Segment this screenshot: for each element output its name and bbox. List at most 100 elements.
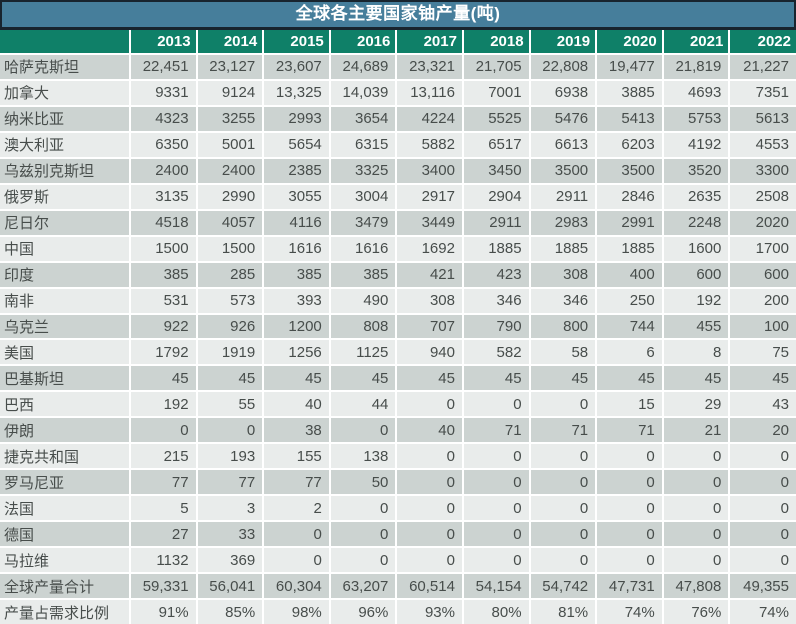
value-cell: 80%: [461, 598, 531, 624]
table-row: 南非 531 573 393 490 308 346 346 250 192 200: [0, 286, 796, 315]
value-cell: 85%: [195, 598, 265, 624]
value-cell: 2983: [528, 208, 598, 237]
value-cell: 0: [528, 468, 598, 497]
value-cell: 0: [728, 442, 796, 471]
value-cell: 2911: [528, 182, 598, 211]
row-label-cell: 伊朗: [0, 416, 131, 445]
value-cell: 15: [595, 390, 664, 419]
value-cell: 2993: [262, 104, 331, 133]
table-row: 乌兹别克斯坦 2400 2400 2385 3325 3400 3450 3500 3500 35…: [0, 156, 796, 185]
value-cell: 0: [395, 468, 464, 497]
row-label-cell: 印度: [0, 260, 131, 289]
value-cell: 56,041: [195, 572, 265, 601]
value-cell: 0: [461, 468, 531, 497]
row-label-cell: 乌兹别克斯坦: [0, 156, 131, 185]
value-cell: 5001: [195, 130, 265, 159]
value-cell: 385: [328, 260, 398, 289]
value-cell: 6350: [129, 130, 198, 159]
value-cell: 3004: [328, 182, 398, 211]
value-cell: 3135: [129, 182, 198, 211]
value-cell: 59,331: [129, 572, 198, 601]
value-cell: 6315: [328, 130, 398, 159]
value-cell: 155: [262, 442, 331, 471]
value-cell: 3479: [328, 208, 398, 237]
value-cell: 0: [661, 520, 731, 549]
table-row: 罗马尼亚 77 77 77 50 0 0 0 0 0 0: [0, 468, 796, 497]
value-cell: 0: [528, 390, 598, 419]
value-cell: 0: [528, 494, 598, 523]
table-row: 巴基斯坦 45 45 45 45 45 45 45 45 45 45: [0, 364, 796, 393]
value-cell: 193: [195, 442, 265, 471]
value-cell: 0: [595, 468, 664, 497]
value-cell: 1500: [195, 234, 265, 263]
value-cell: 3255: [195, 104, 265, 133]
value-cell: 21,227: [728, 53, 796, 81]
value-cell: 0: [661, 546, 731, 575]
table-header: 2013 2014 2015 2016 2017 2018 2019 2020 2021 2022: [0, 30, 796, 55]
value-cell: 0: [728, 546, 796, 575]
value-cell: 54,154: [461, 572, 531, 601]
value-cell: 1885: [528, 234, 598, 263]
table-row: 马拉维 1132 369 0 0 0 0 0 0 0 0: [0, 546, 796, 575]
value-cell: 1885: [461, 234, 531, 263]
value-cell: 3449: [395, 208, 464, 237]
value-cell: 1125: [328, 338, 398, 367]
value-cell: 3520: [661, 156, 731, 185]
value-cell: 0: [395, 520, 464, 549]
value-cell: 22,451: [129, 53, 198, 81]
row-label-cell: 全球产量合计: [0, 572, 131, 601]
table-row: 捷克共和国 215 193 155 138 0 0 0 0 0 0: [0, 442, 796, 471]
year-header: 2020: [595, 30, 664, 55]
value-cell: 45: [461, 364, 531, 393]
value-cell: 3500: [595, 156, 664, 185]
value-cell: 71: [528, 416, 598, 445]
value-cell: 91%: [129, 598, 198, 624]
value-cell: 3055: [262, 182, 331, 211]
value-cell: 531: [129, 286, 198, 315]
value-cell: 4693: [661, 78, 731, 107]
value-cell: 93%: [395, 598, 464, 624]
value-cell: 393: [262, 286, 331, 315]
value-cell: 455: [661, 312, 731, 341]
value-cell: 60,514: [395, 572, 464, 601]
value-cell: 744: [595, 312, 664, 341]
value-cell: 3500: [528, 156, 598, 185]
value-cell: 58: [528, 338, 598, 367]
value-cell: 47,808: [661, 572, 731, 601]
table-row: 法国 5 3 2 0 0 0 0 0 0 0: [0, 494, 796, 523]
value-cell: 308: [528, 260, 598, 289]
value-cell: 800: [528, 312, 598, 341]
value-cell: 45: [328, 364, 398, 393]
value-cell: 2846: [595, 182, 664, 211]
value-cell: 0: [595, 546, 664, 575]
value-cell: 138: [328, 442, 398, 471]
value-cell: 5413: [595, 104, 664, 133]
value-cell: 0: [262, 546, 331, 575]
table-row: 印度 385 285 385 385 421 423 308 400 600 600: [0, 260, 796, 289]
value-cell: 3885: [595, 78, 664, 107]
value-cell: 4518: [129, 208, 198, 237]
row-label-cell: 马拉维: [0, 546, 131, 575]
row-label-cell: 俄罗斯: [0, 182, 131, 211]
row-label-cell: 澳大利亚: [0, 130, 131, 159]
value-cell: 285: [195, 260, 265, 289]
corner-cell: [0, 30, 131, 55]
value-cell: 9124: [195, 78, 265, 107]
value-cell: 3300: [728, 156, 796, 185]
value-cell: 2635: [661, 182, 731, 211]
value-cell: 2400: [195, 156, 265, 185]
value-cell: 600: [661, 260, 731, 289]
table-row: 伊朗 0 0 38 0 40 71 71 71 21 20: [0, 416, 796, 445]
value-cell: 5753: [661, 104, 731, 133]
value-cell: 385: [129, 260, 198, 289]
value-cell: 2990: [195, 182, 265, 211]
row-label-cell: 德国: [0, 520, 131, 549]
value-cell: 2248: [661, 208, 731, 237]
row-label-cell: 罗马尼亚: [0, 468, 131, 497]
table-row: 德国 27 33 0 0 0 0 0 0 0 0: [0, 520, 796, 549]
value-cell: 60,304: [262, 572, 331, 601]
value-cell: 423: [461, 260, 531, 289]
value-cell: 4224: [395, 104, 464, 133]
table-row: 全球产量合计 59,331 56,041 60,304 63,207 60,514 54,1…: [0, 572, 796, 601]
